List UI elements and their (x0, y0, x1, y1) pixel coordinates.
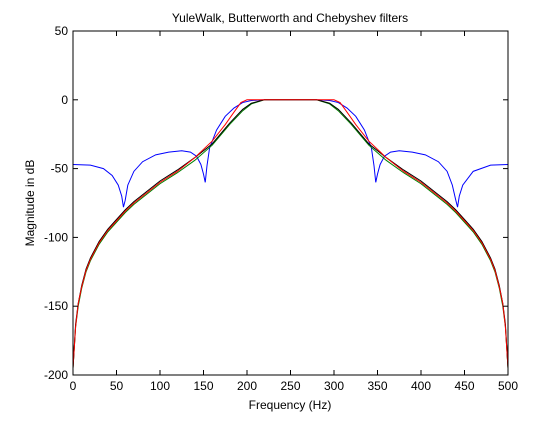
tick-layer: 0 50 100 150 200 250 300 350 400 450 500500-50-100… (44, 24, 518, 393)
x-tick-label-3: 150 (193, 379, 213, 393)
x-tick-label-5: 250 (280, 379, 300, 393)
plot-frame (72, 30, 509, 376)
x-tick-label-6: 300 (324, 379, 344, 393)
y-tick-label-0: 50 (55, 24, 69, 38)
x-tick-label-4: 200 (237, 379, 257, 393)
x-tick-label-1: 50 (110, 379, 124, 393)
x-axis-label: Frequency (Hz) (249, 398, 332, 412)
plot-area (73, 31, 508, 375)
y-tick-label-2: -50 (51, 162, 69, 176)
chart-title: YuleWalk, Butterworth and Chebyshev filt… (172, 11, 408, 25)
y-tick-label-5: -200 (44, 368, 68, 382)
x-tick-label-7: 350 (367, 379, 387, 393)
series-layer (72, 99, 509, 369)
y-tick-label-1: 0 (61, 93, 68, 107)
x-tick-label-2: 100 (150, 379, 170, 393)
y-axis-label: Magnitude in dB (23, 160, 37, 247)
x-tick-label-0: 0 (70, 379, 77, 393)
y-tick-label-4: -150 (44, 299, 68, 313)
x-tick-label-10: 500 (498, 379, 518, 393)
series-line-4 (72, 99, 509, 369)
x-tick-label-8: 400 (411, 379, 431, 393)
y-tick-label-3: -100 (44, 230, 68, 244)
x-tick-label-9: 450 (454, 379, 474, 393)
